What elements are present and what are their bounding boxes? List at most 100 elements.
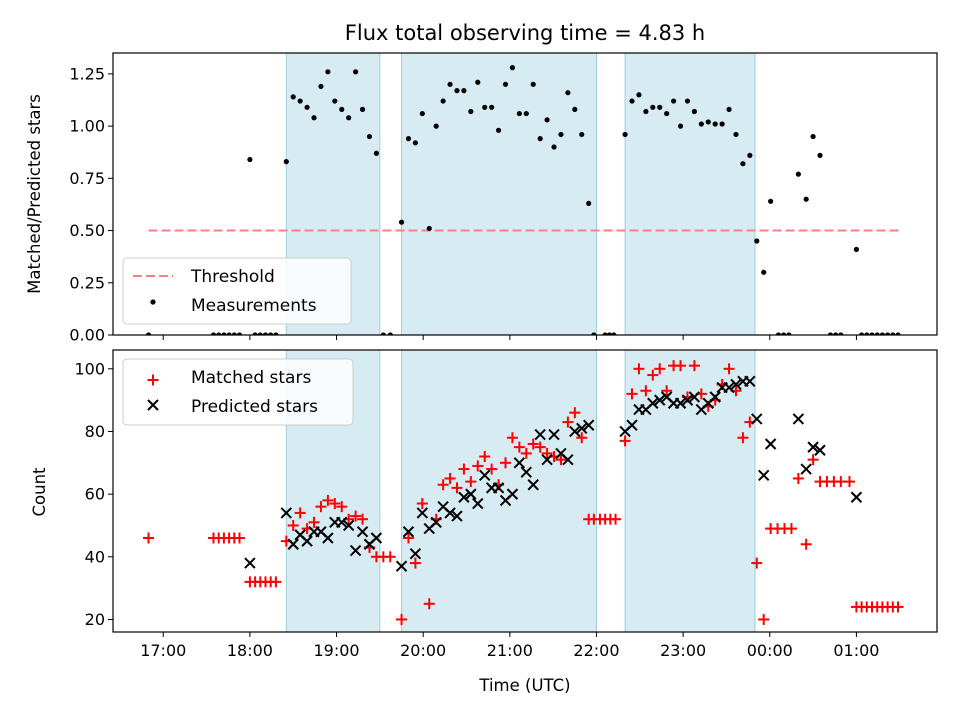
predicted-star-point [147,399,159,411]
predicted-star-point [395,560,408,572]
x-b [301,535,313,547]
measurement-point [283,159,289,165]
measurement-point [726,106,732,112]
predicted-star-point [506,488,519,500]
matched-star-point [472,460,484,472]
predicted-star-point [451,510,463,522]
measurement-point [236,332,243,335]
x-b [534,428,546,441]
matched-star-point [892,601,904,613]
measurement-point [611,332,617,335]
predicted-star-point [751,413,763,425]
matched-star-point [423,598,435,610]
x-b [723,381,735,394]
measurement-point [698,121,704,127]
y-tick-label: 0.75 [69,169,105,188]
measurement-point [426,225,432,232]
predicted-star-point [465,488,477,500]
matched-star-point [555,454,567,466]
observing-window [624,52,756,336]
matched-star-point [336,501,348,513]
x-b [287,538,299,550]
matched-star-point [737,432,749,444]
matched-star-point [147,374,159,386]
predicted-star-point [626,419,638,431]
measurement-point [332,98,338,104]
predicted-star-point [688,391,701,403]
legend-label: Measurements [191,296,317,316]
measurement-point [874,332,880,335]
predicted-star-point [744,375,756,388]
x-b [244,557,256,569]
x-tick-label: 01:00 [833,641,879,660]
matched-star-point [396,613,408,625]
measurement-point [311,115,317,121]
x-b [541,453,553,466]
x-tick-label: 22:00 [573,641,619,660]
predicted-star-point [370,532,383,544]
x-b [730,378,742,391]
matched-star-point [785,523,797,535]
measurement-point [775,332,782,335]
matched-star-point [758,613,770,625]
matched-star-point [384,551,396,563]
measurement-point [468,108,474,115]
matched-star-point [562,416,574,428]
predicted-star-point [356,526,369,538]
matched-star-point [843,476,855,488]
matched-star-point [647,369,659,381]
measurement-point [221,332,227,335]
x-b [322,532,334,544]
measurement-point [325,69,331,75]
y-tick-label: 0.25 [69,273,105,292]
measurement-point [853,246,860,252]
matched-star-point [500,457,512,469]
x-b [562,453,574,466]
measurement-point [733,131,739,138]
predicted-star-point [569,425,581,438]
predicted-star-point [472,497,484,510]
predicted-star-point [444,507,456,519]
matched-star-point [315,501,327,513]
measurement-point [890,332,896,335]
measurement-point [537,136,543,142]
measurement-point [502,81,509,87]
x-tick-label: 19:00 [313,641,359,660]
x-b [681,394,694,406]
matched-star-point [357,513,369,525]
predicted-star-point [807,441,819,453]
predicted-star-point [287,538,299,550]
predicted-star-point [402,526,415,538]
measurement-point [359,106,366,112]
predicted-star-point [244,557,256,569]
matched-star-point [640,385,652,397]
predicted-star-point [764,438,777,450]
measurement-point [795,171,801,177]
measurement-point [247,156,253,163]
measurement-point [657,104,663,110]
matched-star-point [661,385,673,397]
measurement-point [827,332,834,335]
matched-star-point [619,435,631,447]
predicted-star-point [280,507,292,519]
x-b [294,529,306,541]
measurement-point [454,88,460,94]
predicted-star-point [576,422,588,435]
measurement-point [489,104,495,110]
measurement-point [572,106,578,112]
measurement-point [268,332,274,335]
x-b [654,394,666,406]
axes-frame [112,52,938,336]
measurement-point [579,131,585,138]
chart-title: Flux total observing time = 4.83 h [345,21,705,45]
legend: Matched stars Predicted stars [122,358,354,426]
x-b [280,507,292,519]
measurement-point [719,121,725,127]
x-b [349,544,362,557]
x-b [758,469,770,482]
x-b [569,425,581,438]
x-b [814,444,826,456]
matched-star-point [576,432,588,444]
predicted-star-point [730,378,742,391]
